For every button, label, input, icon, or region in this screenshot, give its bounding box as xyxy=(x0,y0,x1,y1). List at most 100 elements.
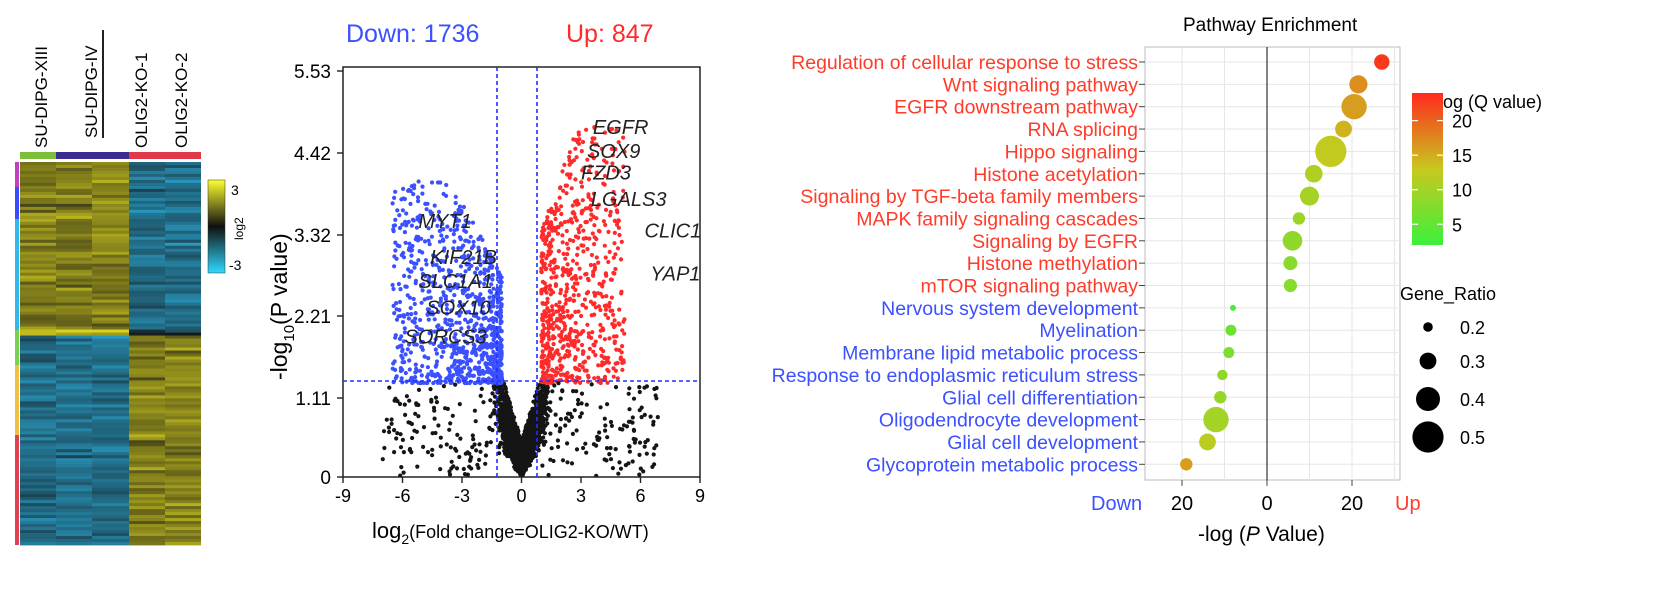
heatmap-cell xyxy=(92,455,129,459)
heatmap-cell xyxy=(56,491,92,495)
volcano-point xyxy=(452,239,457,244)
heatmap-cell xyxy=(129,191,165,196)
heatmap-cell xyxy=(165,275,201,280)
volcano-point xyxy=(567,175,572,180)
volcano-point xyxy=(387,429,392,435)
volcano-point xyxy=(574,261,580,266)
heatmap-cell xyxy=(165,299,201,304)
volcano-point xyxy=(498,386,503,391)
heatmap-cell xyxy=(165,422,201,426)
volcano-point xyxy=(569,186,574,191)
volcano-point xyxy=(432,329,437,334)
heatmap-cell xyxy=(129,299,165,304)
heatmap-cell xyxy=(165,488,201,492)
volcano-point xyxy=(609,295,615,300)
volcano-point xyxy=(511,419,516,424)
heatmap-cell xyxy=(165,410,201,414)
heatmap-cell xyxy=(56,248,92,253)
heatmap-cell xyxy=(92,245,129,250)
heatmap-cell xyxy=(56,266,92,271)
volcano-point xyxy=(554,309,559,314)
volcano-point xyxy=(566,272,571,278)
heatmap-cell xyxy=(92,233,129,238)
volcano-point xyxy=(425,365,430,370)
heatmap-cell xyxy=(56,440,92,444)
volcano-point xyxy=(611,168,617,173)
heatmap-cell xyxy=(92,536,129,540)
heatmap-cell xyxy=(20,281,56,286)
volcano-point xyxy=(520,451,525,456)
heatmap-cell xyxy=(56,377,92,381)
volcano-point xyxy=(472,270,478,275)
heatmap-cell xyxy=(92,380,129,384)
volcano-point xyxy=(542,264,547,269)
heatmap-cell xyxy=(165,527,201,531)
volcano-point xyxy=(401,339,406,344)
heatmap-cell xyxy=(165,467,201,471)
heatmap-cell xyxy=(56,482,92,486)
volcano-point xyxy=(490,300,495,305)
heatmap-cell xyxy=(56,290,92,295)
heatmap-cell xyxy=(129,338,165,342)
heatmap-cell xyxy=(165,533,201,537)
volcano-point xyxy=(479,300,484,305)
volcano-point xyxy=(549,347,555,352)
heatmap-cell xyxy=(56,398,92,402)
volcano-point xyxy=(617,232,622,238)
heatmap-cell xyxy=(165,482,201,486)
volcano-point xyxy=(540,336,545,341)
heatmap-cell xyxy=(129,488,165,492)
volcano-point xyxy=(480,237,485,242)
volcano-point xyxy=(461,204,466,210)
heatmap-cell xyxy=(92,236,129,241)
volcano-point xyxy=(556,249,562,254)
heatmap-cell xyxy=(56,419,92,423)
volcano-point xyxy=(612,241,617,246)
volcano-point xyxy=(588,164,593,169)
volcano-point xyxy=(438,303,443,308)
volcano-point xyxy=(397,299,403,305)
volcano-point xyxy=(411,337,416,342)
volcano-point xyxy=(594,172,600,177)
volcano-point xyxy=(558,372,564,377)
volcano-point xyxy=(581,329,586,334)
heatmap-cell xyxy=(165,500,201,504)
volcano-point xyxy=(621,135,626,140)
heatmap-cell xyxy=(165,317,201,321)
volcano-point xyxy=(563,301,568,306)
volcano-point xyxy=(564,228,569,234)
volcano-point xyxy=(419,344,424,349)
heatmap-cell xyxy=(56,422,92,426)
heatmap-cell xyxy=(165,182,201,187)
heatmap-cell xyxy=(20,341,56,345)
volcano-point xyxy=(614,347,619,352)
heatmap-cell xyxy=(92,206,129,211)
volcano-point xyxy=(579,180,584,185)
volcano-panel: Down: 1736 Up: 847 01.112.213.324.425.53… xyxy=(266,20,705,547)
volcano-point xyxy=(537,403,542,408)
volcano-point xyxy=(538,389,543,394)
heatmap-cell xyxy=(56,356,92,360)
volcano-point xyxy=(545,296,550,301)
heatmap-cell xyxy=(92,452,129,456)
heatmap-cell xyxy=(56,434,92,438)
heatmap-cell xyxy=(92,440,129,444)
volcano-point xyxy=(398,313,403,319)
heatmap-cell xyxy=(20,329,56,333)
volcano-point xyxy=(432,203,437,208)
volcano-point xyxy=(445,286,450,291)
volcano-point xyxy=(571,293,576,298)
heatmap-cell xyxy=(20,389,56,393)
volcano-point xyxy=(540,349,545,354)
volcano-point xyxy=(609,126,615,132)
heatmap-cell xyxy=(56,368,92,372)
volcano-point xyxy=(440,221,445,227)
volcano-point xyxy=(401,255,407,260)
volcano-point xyxy=(604,294,609,299)
heatmap-cell xyxy=(129,275,165,280)
heatmap-cell xyxy=(20,377,56,381)
heatmap-cell xyxy=(20,209,56,214)
heatmap-cell xyxy=(129,476,165,480)
volcano-point xyxy=(540,365,546,370)
volcano-point xyxy=(555,438,561,443)
